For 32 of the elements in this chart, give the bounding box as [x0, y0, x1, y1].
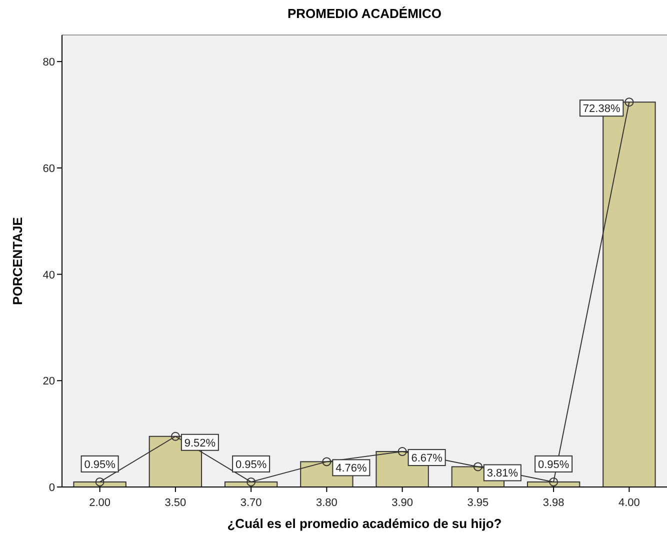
- data-label: 9.52%: [184, 437, 216, 450]
- chart-title: PROMEDIO ACADÉMICO: [287, 6, 442, 21]
- y-tick-label: 20: [42, 376, 55, 388]
- point: [170, 432, 180, 441]
- x-tick-label: 2.00: [89, 497, 111, 509]
- point: [322, 457, 332, 466]
- data-label: 0.95%: [538, 458, 570, 471]
- data-label: 6.67%: [411, 452, 443, 465]
- data-label: 3.81%: [486, 468, 518, 480]
- x-tick-label: 3.50: [164, 497, 186, 509]
- y-axis-title: PORCENTAJE: [10, 216, 25, 305]
- data-label: 72.38%: [582, 103, 620, 116]
- y-tick-label: 0: [48, 482, 55, 494]
- y-tick-label: 60: [42, 162, 55, 175]
- x-tick-label: 3.70: [240, 497, 262, 509]
- x-tick-label: 3.90: [392, 497, 414, 509]
- x-axis-title: ¿Cuál es el promedio académico de su hijo?: [227, 516, 502, 531]
- point: [95, 477, 104, 486]
- data-label: 0.95%: [84, 458, 116, 471]
- y-tick-label: 80: [42, 56, 55, 69]
- data-label: 4.76%: [336, 462, 367, 475]
- x-tick-label: 3.98: [542, 497, 564, 509]
- point: [624, 98, 634, 107]
- data-label: 0.95%: [235, 458, 267, 471]
- x-tick-label: 3.80: [316, 497, 338, 509]
- point: [398, 447, 407, 456]
- point: [473, 462, 482, 472]
- point: [549, 477, 558, 486]
- point: [246, 477, 256, 486]
- y-tick-label: 40: [42, 269, 55, 282]
- x-tick-label: 4.00: [618, 497, 640, 509]
- x-tick-label: 3.95: [467, 497, 489, 509]
